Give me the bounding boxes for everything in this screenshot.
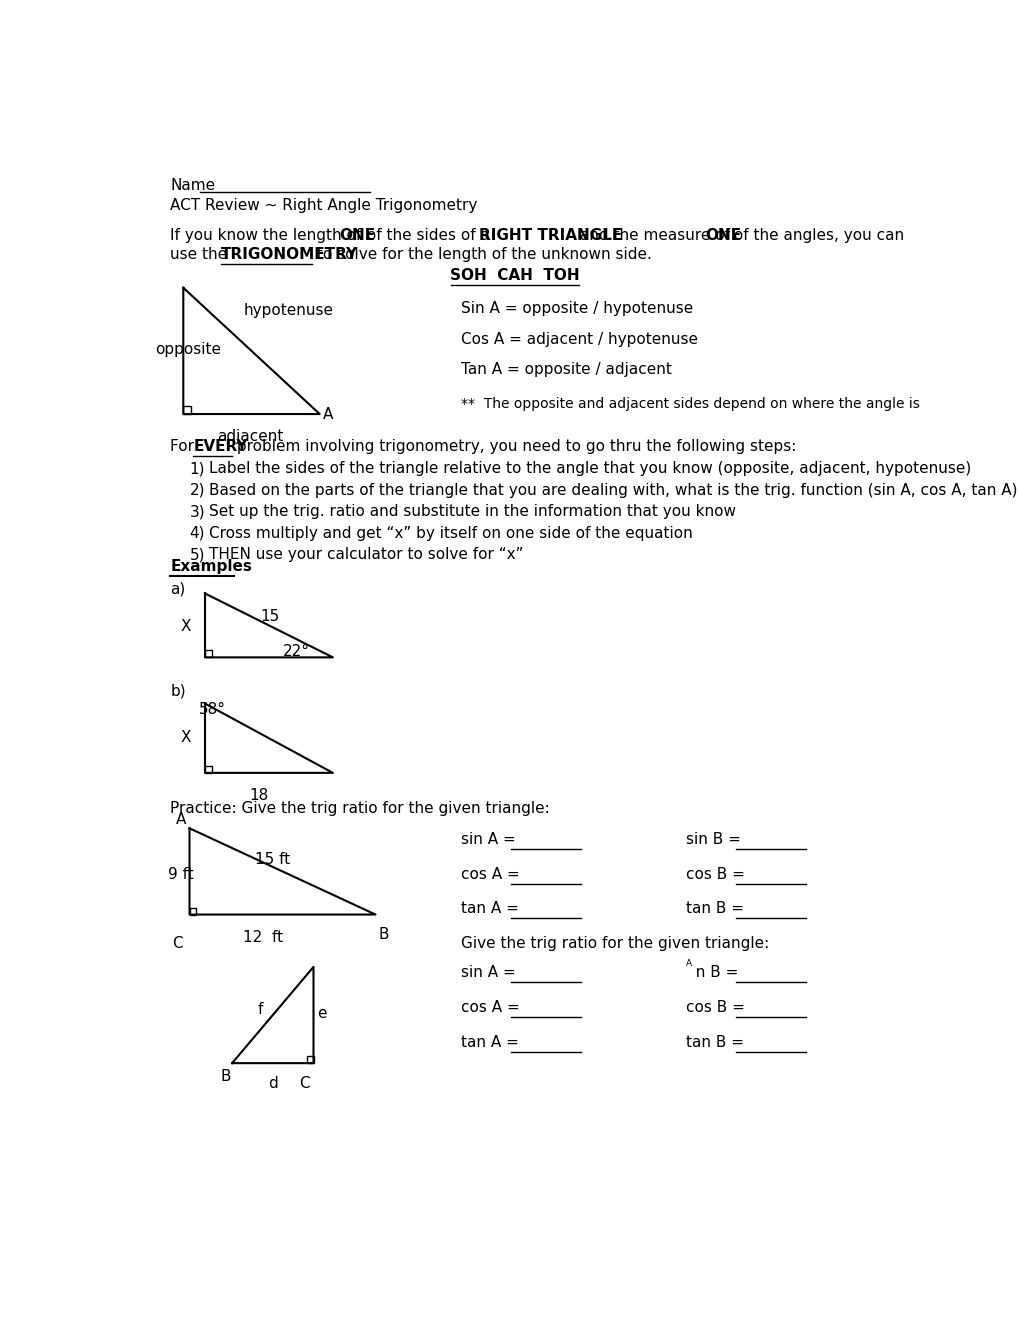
Text: 5): 5) [190, 548, 205, 562]
Text: e: e [317, 1006, 326, 1020]
Text: Practice: Give the trig ratio for the given triangle:: Practice: Give the trig ratio for the gi… [170, 801, 549, 816]
Text: If you know the length of: If you know the length of [170, 227, 366, 243]
Text: 15 ft: 15 ft [255, 851, 290, 867]
Text: ONE: ONE [705, 227, 741, 243]
Text: adjacent: adjacent [217, 429, 283, 445]
Text: 18: 18 [250, 788, 269, 804]
Text: C: C [299, 1076, 310, 1092]
Text: SOH  CAH  TOH: SOH CAH TOH [449, 268, 579, 282]
Text: 1): 1) [190, 461, 205, 477]
Text: opposite: opposite [155, 342, 220, 356]
Text: Cos A = adjacent / hypotenuse: Cos A = adjacent / hypotenuse [461, 331, 697, 347]
Text: X: X [180, 619, 191, 634]
Text: B: B [378, 927, 388, 942]
Text: use the: use the [170, 247, 232, 261]
Text: cos A =: cos A = [461, 867, 524, 882]
Text: Give the trig ratio for the given triangle:: Give the trig ratio for the given triang… [461, 936, 768, 952]
Text: A: A [322, 407, 333, 421]
Text: TRIGONOMETRY: TRIGONOMETRY [220, 247, 358, 261]
Text: Examples: Examples [170, 558, 252, 574]
Text: A: A [175, 812, 185, 826]
Text: **  The opposite and adjacent sides depend on where the angle is: ** The opposite and adjacent sides depen… [461, 397, 919, 411]
Text: of the angles, you can: of the angles, you can [729, 227, 903, 243]
Text: cos B =: cos B = [685, 1001, 749, 1015]
Text: Sin A = opposite / hypotenuse: Sin A = opposite / hypotenuse [461, 301, 692, 315]
Text: tan A =: tan A = [461, 1035, 523, 1049]
Text: n B =: n B = [685, 965, 742, 981]
Text: RIGHT TRIANGLE: RIGHT TRIANGLE [478, 227, 622, 243]
Text: 22°: 22° [282, 644, 309, 659]
Text: b): b) [170, 684, 185, 698]
Text: ACT Review ~ Right Angle Trigonometry: ACT Review ~ Right Angle Trigonometry [170, 198, 477, 214]
Text: EVERY: EVERY [194, 440, 248, 454]
Text: 3): 3) [190, 504, 205, 519]
Text: cos B =: cos B = [685, 867, 749, 882]
Text: a): a) [170, 582, 185, 597]
Text: sin A =: sin A = [461, 832, 520, 847]
Text: problem involving trigonometry, you need to go thru the following steps:: problem involving trigonometry, you need… [232, 440, 796, 454]
Text: of the sides of a: of the sides of a [362, 227, 494, 243]
Text: sin A =: sin A = [461, 965, 520, 981]
Text: sin B =: sin B = [685, 832, 745, 847]
Text: 58°: 58° [199, 702, 225, 717]
Text: tan A =: tan A = [461, 902, 523, 916]
Text: d: d [268, 1076, 278, 1092]
Text: Name: Name [170, 178, 215, 193]
Text: THEN use your calculator to solve for “x”: THEN use your calculator to solve for “x… [209, 548, 523, 562]
Text: 4): 4) [190, 525, 205, 541]
Text: 2): 2) [190, 483, 205, 498]
Text: and the measure of: and the measure of [575, 227, 735, 243]
Text: C: C [172, 936, 182, 952]
Text: A: A [685, 960, 691, 968]
Text: ONE: ONE [338, 227, 375, 243]
Text: to solve for the length of the unknown side.: to solve for the length of the unknown s… [312, 247, 651, 261]
Text: Label the sides of the triangle relative to the angle that you know (opposite, a: Label the sides of the triangle relative… [209, 461, 970, 477]
Text: tan B =: tan B = [685, 1035, 748, 1049]
Text: Set up the trig. ratio and substitute in the information that you know: Set up the trig. ratio and substitute in… [209, 504, 735, 519]
Text: Cross multiply and get “x” by itself on one side of the equation: Cross multiply and get “x” by itself on … [209, 525, 692, 541]
Text: 9 ft: 9 ft [168, 867, 194, 882]
Text: Tan A = opposite / adjacent: Tan A = opposite / adjacent [461, 363, 671, 378]
Text: Based on the parts of the triangle that you are dealing with, what is the trig. : Based on the parts of the triangle that … [209, 483, 1016, 498]
Text: For: For [170, 440, 199, 454]
Text: B: B [220, 1069, 230, 1084]
Text: cos A =: cos A = [461, 1001, 524, 1015]
Text: X: X [180, 730, 191, 744]
Text: 15: 15 [261, 609, 280, 624]
Text: hypotenuse: hypotenuse [244, 304, 333, 318]
Text: tan B =: tan B = [685, 902, 748, 916]
Text: f: f [258, 1002, 263, 1016]
Text: 12  ft: 12 ft [243, 929, 283, 945]
